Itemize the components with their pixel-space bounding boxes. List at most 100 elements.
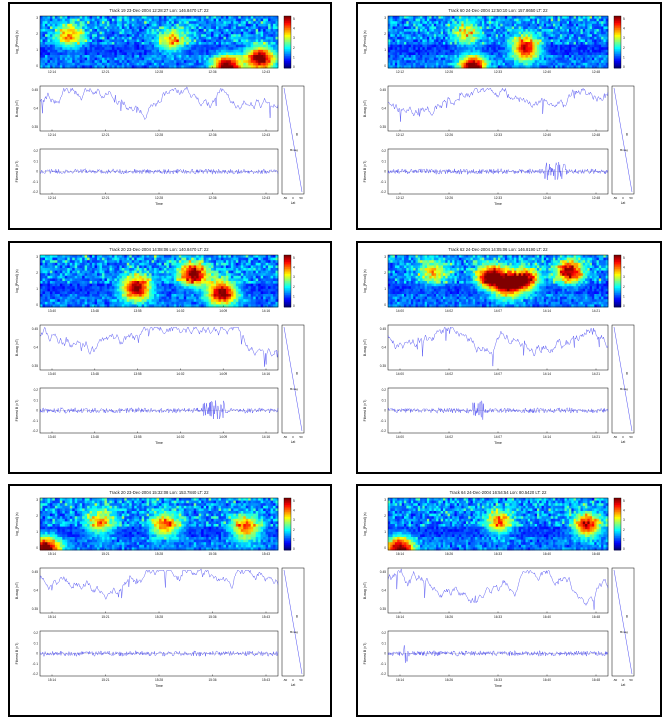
- heatmap-cell: [149, 39, 152, 43]
- heatmap-cell: [186, 42, 190, 45]
- heatmap-cell: [216, 18, 219, 22]
- heatmap-cell: [585, 34, 588, 38]
- heatmap-cell: [62, 16, 66, 19]
- heatmap-cell: [54, 288, 58, 292]
- heatmap-cell: [605, 29, 609, 32]
- x-tick-label: 12:14: [48, 133, 56, 137]
- heatmap-cell: [406, 21, 410, 25]
- heatmap-cell: [42, 44, 46, 48]
- heatmap-cell: [151, 65, 155, 69]
- heatmap-cell: [459, 49, 462, 53]
- heatmap-cell: [104, 49, 108, 53]
- heatmap-cell: [498, 31, 501, 35]
- heatmap-cell: [154, 301, 157, 305]
- heatmap-cell: [101, 52, 105, 56]
- heatmap-cell: [415, 55, 419, 58]
- heatmap-cell: [89, 34, 93, 38]
- heatmap-cell: [245, 42, 249, 45]
- heatmap-cell: [465, 16, 469, 19]
- heatmap-cell: [589, 16, 593, 19]
- heatmap-cell: [258, 36, 262, 40]
- heatmap-cell: [564, 23, 568, 27]
- heatmap-cell: [64, 283, 68, 287]
- heatmap-cell: [129, 278, 133, 282]
- heatmap-cell: [589, 44, 593, 48]
- heatmap-cell: [260, 16, 264, 19]
- heatmap-cell: [136, 260, 140, 264]
- heatmap-cell: [72, 304, 76, 308]
- heatmap-cell: [479, 16, 483, 19]
- heatmap-cell: [161, 49, 165, 53]
- heatmap-cell: [429, 49, 432, 53]
- heatmap-cell: [159, 60, 162, 64]
- heatmap-cell: [443, 31, 446, 35]
- heatmap-cell: [571, 23, 575, 27]
- heatmap-cell: [475, 34, 478, 38]
- heatmap-cell: [233, 62, 237, 66]
- heatmap-cell: [59, 26, 63, 30]
- heatmap-cell: [594, 26, 597, 30]
- heatmap-cell: [270, 57, 274, 61]
- heatmap-cell: [201, 55, 205, 58]
- heatmap-cell: [106, 39, 110, 43]
- heatmap-cell: [456, 47, 460, 51]
- heatmap-cell: [89, 291, 93, 295]
- heatmap-cell: [161, 60, 165, 64]
- heatmap-cell: [94, 265, 98, 269]
- heatmap-cell: [77, 29, 81, 32]
- heatmap-cell: [230, 65, 234, 69]
- heatmap-cell: [420, 44, 423, 48]
- heatmap-cell: [527, 26, 531, 30]
- heatmap-cell: [484, 21, 487, 25]
- heatmap-cell: [520, 18, 524, 22]
- colorbar-step: [284, 66, 291, 69]
- heatmap-cell: [268, 44, 271, 48]
- heatmap-cell: [218, 55, 222, 58]
- heatmap-cell: [109, 286, 113, 290]
- heatmap-cell: [193, 16, 197, 19]
- heatmap-cell: [220, 31, 224, 35]
- heatmap-cell: [191, 57, 195, 61]
- heatmap-cell: [580, 44, 584, 48]
- heatmap-cell: [536, 39, 540, 43]
- x-axis-label: Time: [155, 202, 163, 206]
- heatmap-cell: [139, 42, 143, 45]
- x-tick-label: 12:26: [445, 70, 453, 74]
- heatmap-cell: [562, 26, 565, 30]
- heatmap-cell: [82, 26, 86, 30]
- heatmap-cell: [255, 55, 259, 58]
- heatmap-cell: [109, 31, 113, 35]
- heatmap-cell: [218, 42, 222, 45]
- heatmap-cell: [57, 39, 61, 43]
- heatmap-cell: [582, 23, 586, 27]
- heatmap-cell: [151, 291, 155, 295]
- heatmap-cell: [589, 18, 593, 22]
- heatmap-cell: [87, 26, 90, 30]
- heatmap-cell: [509, 60, 513, 64]
- heatmap-cell: [220, 52, 224, 56]
- heatmap-cell: [555, 57, 558, 61]
- heatmap-cell: [144, 57, 148, 61]
- heatmap-cell: [193, 21, 197, 25]
- heatmap-cell: [440, 52, 444, 56]
- heatmap-cell: [114, 255, 118, 258]
- heatmap-cell: [139, 16, 143, 19]
- heatmap-cell: [433, 55, 437, 58]
- heatmap-cell: [67, 291, 71, 295]
- heatmap-cell: [69, 270, 73, 274]
- heatmap-cell: [511, 49, 515, 53]
- heatmap-cell: [243, 65, 247, 69]
- heatmap-cell: [228, 57, 232, 61]
- heatmap-cell: [206, 31, 209, 35]
- heatmap-cell: [72, 31, 76, 35]
- heatmap-cell: [548, 29, 552, 32]
- heatmap-cell: [104, 52, 108, 56]
- heatmap-cell: [131, 42, 135, 45]
- heatmap-cell: [101, 257, 105, 261]
- heatmap-cell: [555, 31, 558, 35]
- heatmap-cell: [64, 257, 68, 261]
- heatmap-cell: [173, 42, 177, 45]
- heatmap-cell: [74, 47, 78, 51]
- heatmap-cell: [146, 275, 150, 279]
- heatmap-cell: [94, 36, 98, 40]
